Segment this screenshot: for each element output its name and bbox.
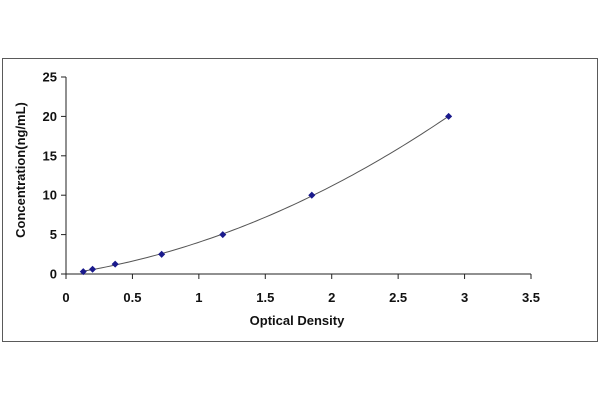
x-tick-label: 2: [328, 290, 335, 305]
y-tick-label: 15: [43, 148, 57, 163]
data-points-layer: [79, 112, 453, 276]
data-point: [89, 265, 97, 273]
x-tick-label: 3.5: [522, 290, 540, 305]
data-point: [158, 250, 166, 258]
y-axis-title: Concentration(ng/mL): [13, 102, 28, 238]
fit-curve-layer: [83, 115, 449, 272]
x-tick-label: 0: [62, 290, 69, 305]
data-point: [79, 268, 87, 276]
chart-frame: [2, 58, 598, 342]
y-tick-label: 0: [50, 267, 57, 282]
y-tick-label: 20: [43, 109, 57, 124]
x-tick-label: 2.5: [389, 290, 407, 305]
data-point: [219, 231, 227, 239]
x-axis: 0 0.5 1 1.5 2 2.5 3 3.5: [62, 273, 540, 305]
data-point: [111, 260, 119, 268]
x-axis-title: Optical Density: [250, 313, 345, 328]
x-tick-label: 1.5: [256, 290, 274, 305]
y-tick-label: 5: [50, 227, 57, 242]
y-axis: 0 5 10 15 20 25: [43, 70, 67, 282]
fit-curve: [83, 115, 449, 272]
y-tick-label: 25: [43, 70, 57, 85]
data-point: [308, 191, 316, 199]
x-tick-label: 0.5: [123, 290, 141, 305]
x-tick-label: 1: [195, 290, 202, 305]
x-tick-label: 3: [461, 290, 468, 305]
data-point: [445, 112, 453, 120]
y-tick-label: 10: [43, 188, 57, 203]
